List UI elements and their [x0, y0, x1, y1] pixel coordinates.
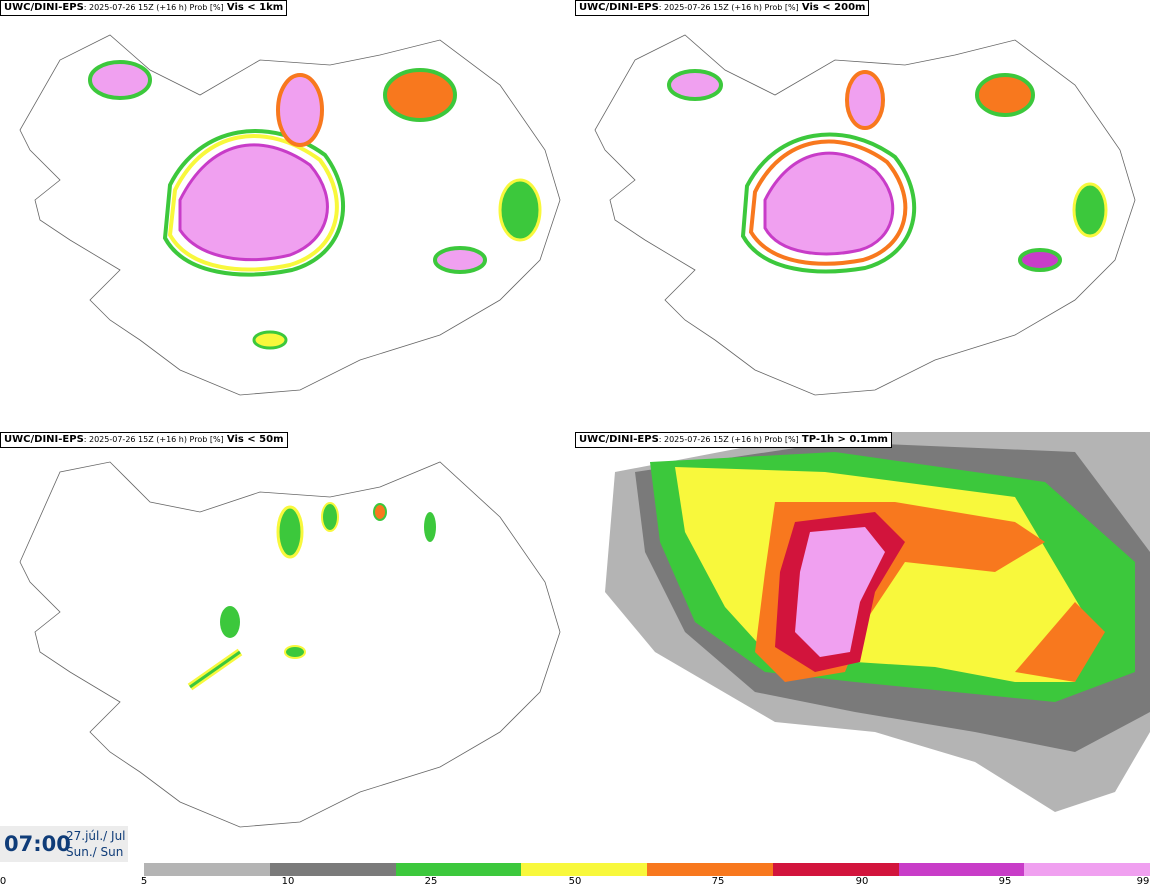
colorbar-tick-label: 50 [568, 876, 582, 887]
colorbar-segment [772, 863, 899, 876]
colorbar-tick-label: 90 [855, 876, 869, 887]
iceland-map [19, 34, 561, 396]
run-meta: : 2025-07-26 15Z (+16 h) Prob [%] [658, 435, 799, 444]
colorbar-tick-label: 0 [0, 876, 7, 887]
source-label: UWC/DINI-EPS [4, 2, 84, 13]
colorbar-tick-label: 5 [140, 876, 148, 887]
valid-time: 07:00 [4, 832, 71, 856]
colorbar-tick-label: 25 [424, 876, 438, 887]
map-panel-vis-50m: UWC/DINI-EPS: 2025-07-26 15Z (+16 h) Pro… [0, 432, 575, 862]
valid-time-box: 07:00 27.júl./ Jul Sun./ Sun [0, 826, 128, 862]
run-meta: : 2025-07-26 15Z (+16 h) Prob [%] [83, 3, 224, 12]
variable-label: Vis < 1km [226, 2, 284, 13]
colorbar-tick-label: 95 [998, 876, 1012, 887]
colorbar-tick-label: 75 [711, 876, 725, 887]
run-meta: : 2025-07-26 15Z (+16 h) Prob [%] [83, 435, 224, 444]
map-panel-vis-1km: UWC/DINI-EPS: 2025-07-26 15Z (+16 h) Pro… [0, 0, 575, 430]
source-label: UWC/DINI-EPS [579, 2, 659, 13]
iceland-map [19, 461, 561, 828]
colorbar-segment [1024, 863, 1150, 876]
iceland-map [594, 34, 1136, 396]
colorbar-segment [269, 863, 396, 876]
colorbar-tick-label: 10 [281, 876, 295, 887]
panel-title: UWC/DINI-EPS: 2025-07-26 15Z (+16 h) Pro… [575, 0, 870, 16]
variable-label: Vis < 200m [801, 2, 866, 13]
panel-title: UWC/DINI-EPS: 2025-07-26 15Z (+16 h) Pro… [575, 432, 892, 448]
variable-label: Vis < 50m [226, 434, 284, 445]
run-meta: : 2025-07-26 15Z (+16 h) Prob [%] [658, 3, 799, 12]
valid-date: 27.júl./ Jul [66, 829, 126, 843]
source-label: UWC/DINI-EPS [579, 434, 659, 445]
panel-title: UWC/DINI-EPS: 2025-07-26 15Z (+16 h) Pro… [0, 432, 288, 448]
colorbar-segment [647, 863, 773, 876]
probability-colorbar [144, 863, 1150, 876]
colorbar-segment [144, 863, 270, 876]
valid-day: Sun./ Sun [66, 845, 124, 859]
variable-label: TP-1h > 0.1mm [801, 434, 888, 445]
map-panel-vis-200m: UWC/DINI-EPS: 2025-07-26 15Z (+16 h) Pro… [575, 0, 1150, 430]
colorbar-segment [395, 863, 522, 876]
colorbar-segment [521, 863, 647, 876]
colorbar-segment [898, 863, 1025, 876]
map-panel-tp-1h: UWC/DINI-EPS: 2025-07-26 15Z (+16 h) Pro… [575, 432, 1150, 862]
source-label: UWC/DINI-EPS [4, 434, 84, 445]
colorbar-tick-label: 99 [1136, 876, 1150, 887]
iceland-map [575, 432, 1150, 862]
panel-title: UWC/DINI-EPS: 2025-07-26 15Z (+16 h) Pro… [0, 0, 288, 16]
